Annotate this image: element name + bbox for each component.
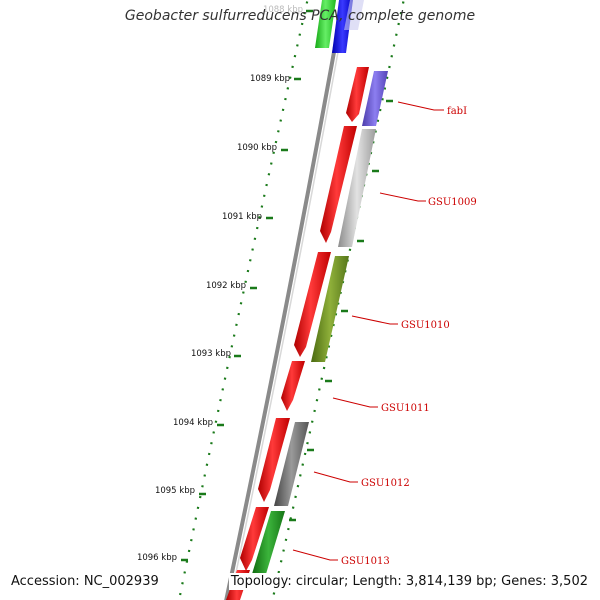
gene-label[interactable]: GSU1009 [428,197,477,208]
topology-label: Topology: circular; Length: 3,814,139 bp… [228,573,590,590]
leader-fabI [397,101,444,111]
leader-GSU1010 [351,315,398,325]
tick-track-right [271,0,405,600]
cds-arrow-fabI [346,67,369,122]
kbp-label: 1092 kbp [206,281,246,291]
gene-label[interactable]: GSU1011 [381,403,430,414]
kbp-label: 1090 kbp [237,143,277,153]
cds-arrow-GSU1011 [281,361,305,411]
tick-track-left [177,0,309,600]
cds-arrow-GSU1009 [320,126,357,243]
leader-GSU1009 [379,192,426,202]
kbp-label: 1091 kbp [222,212,262,222]
cog-GSU1010 [311,256,349,362]
kbp-label: 1088 kbp [263,5,303,15]
genome-backbone-shadow [229,0,349,600]
cog-GSU1013 [252,511,285,574]
top-feature-faint [344,0,364,30]
gene-ticks [289,99,393,522]
top-feature-green [315,0,336,48]
leader-lines [292,101,444,561]
leader-GSU1012 [313,471,358,483]
cds-arrow-GSU1012 [258,418,290,502]
kbp-label: 1094 kbp [173,418,213,428]
gene-label[interactable]: GSU1010 [401,320,450,331]
cds-track [226,67,369,600]
map-title: Geobacter sulfurreducens PCA, complete g… [124,8,476,24]
gene-labels: fabI GSU1009 GSU1010 GSU1011 GSU1012 GSU… [341,106,477,567]
cog-track [252,71,388,574]
gene-label[interactable]: fabI [447,106,467,117]
kbp-ticks [181,9,313,562]
accession-label: Accession: NC_002939 [9,573,161,590]
kbp-labels: 1088 kbp 1089 kbp 1090 kbp 1091 kbp 1092… [137,5,303,563]
leader-GSU1011 [332,397,378,408]
leader-GSU1013 [292,549,338,561]
cds-arrow-GSU1010 [294,252,331,357]
kbp-label: 1089 kbp [250,74,290,84]
cog-fabI [362,71,388,126]
gene-label[interactable]: GSU1012 [361,478,410,489]
cog-GSU1009 [338,129,376,247]
cds-arrow-GSU1013 [240,507,269,571]
kbp-label: 1093 kbp [191,349,231,359]
genome-backbone [224,0,346,600]
kbp-label: 1096 kbp [137,553,177,563]
kbp-label: 1095 kbp [155,486,195,496]
cog-GSU1012 [274,422,309,506]
gene-label[interactable]: GSU1013 [341,556,390,567]
